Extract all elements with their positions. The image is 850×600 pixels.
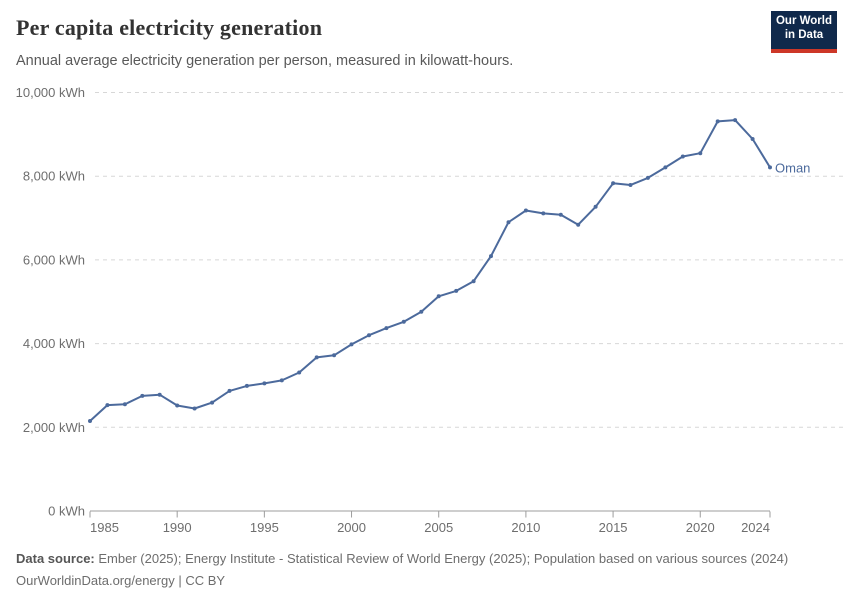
x-tick-label: 1995 [250,520,279,535]
data-point-marker [401,319,406,324]
y-tick-label: 0 kWh [48,504,85,519]
x-tick-label: 1990 [163,520,192,535]
data-point-marker [506,220,511,225]
chart-footer: Data source: Ember (2025); Energy Instit… [16,548,788,592]
data-source-label: Data source: [16,551,95,566]
owid-logo-line2: in Data [784,28,824,41]
data-point-marker [175,403,180,408]
data-point-marker [88,419,92,423]
data-point-marker [210,400,215,405]
data-point-marker [297,370,302,375]
data-point-marker [157,392,162,397]
data-point-marker [436,294,441,299]
x-tick-label: 2005 [424,520,453,535]
data-point-marker [262,381,267,386]
data-source-text: Ember (2025); Energy Institute - Statist… [98,551,789,566]
data-point-marker [489,254,493,259]
y-tick-label: 4,000 kWh [23,336,85,351]
x-tick-label: 2015 [599,520,628,535]
page-title: Per capita electricity generation [16,15,323,40]
data-point-marker [558,212,563,217]
data-point-marker [454,288,459,293]
data-point-marker [314,355,319,360]
data-point-marker [192,406,197,411]
data-point-marker [611,181,616,186]
data-point-marker [698,151,703,156]
data-point-marker [122,402,127,407]
y-tick-label: 10,000 kWh [16,85,85,100]
data-point-marker [384,326,389,331]
data-point-marker [349,342,354,347]
x-tick-label: 2020 [686,520,715,535]
series-label-oman[interactable]: Oman [774,159,812,177]
data-point-marker [419,309,424,314]
data-point-marker [628,183,633,187]
data-point-marker [593,204,598,209]
x-tick-label: 2010 [511,520,540,535]
data-point-marker [140,393,145,398]
data-point-marker [227,388,232,393]
data-point-marker [523,208,528,213]
data-point-marker [768,165,772,170]
chart-subtitle: Annual average electricity generation pe… [16,53,514,69]
data-point-marker [680,154,685,159]
data-point-marker [105,403,110,408]
data-point-marker [733,118,738,123]
data-point-marker [332,353,337,358]
y-tick-label: 2,000 kWh [23,420,85,435]
owid-logo: Our World in Data [771,11,837,53]
data-point-marker [750,137,755,141]
footer-link-line: OurWorldinData.org/energy | CC BY [16,573,226,588]
data-point-marker [663,165,668,170]
x-tick-label: 2024 [741,520,770,535]
data-point-marker [576,222,581,227]
y-tick-label: 8,000 kWh [23,169,85,184]
data-point-marker [471,279,476,284]
data-point-marker [715,119,720,124]
data-point-marker [244,383,249,388]
data-point-marker [645,175,650,180]
x-tick-label: 2000 [337,520,366,535]
x-tick-label: 1985 [90,520,119,535]
data-point-marker [279,378,284,383]
data-source-line: Data source: Ember (2025); Energy Instit… [16,548,788,570]
data-point-marker [541,211,546,216]
owid-logo-line1: Our World [775,15,832,27]
data-point-marker [367,333,371,338]
chart-line [89,119,771,422]
y-tick-label: 6,000 kWh [23,252,85,267]
